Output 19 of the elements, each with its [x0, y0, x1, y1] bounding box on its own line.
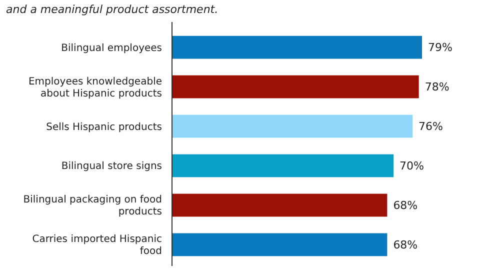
data-label: 78% — [424, 80, 450, 94]
bar — [172, 114, 413, 138]
y-tick-label: Bilingual store signs — [61, 161, 162, 172]
y-tick-label: Bilingual packaging on food products — [23, 194, 162, 218]
bar — [172, 36, 422, 59]
bar — [172, 233, 388, 256]
data-label: 76% — [418, 120, 443, 134]
data-label: 68% — [393, 238, 418, 252]
y-tick-label: Bilingual employees — [61, 42, 162, 54]
y-tick-label: Employees knowledgeable about Hispanic products — [28, 76, 162, 100]
data-label: 70% — [400, 160, 424, 173]
bar — [172, 75, 419, 98]
chart-title: and a meaningful product assortment. — [6, 3, 218, 16]
y-tick-label: Carries imported Hispanic food — [32, 234, 162, 258]
bar — [172, 194, 388, 217]
data-label: 68% — [393, 199, 418, 212]
data-label: 79% — [428, 41, 452, 54]
y-tick-label: Sells Hispanic products — [46, 122, 162, 133]
bar — [172, 154, 394, 178]
